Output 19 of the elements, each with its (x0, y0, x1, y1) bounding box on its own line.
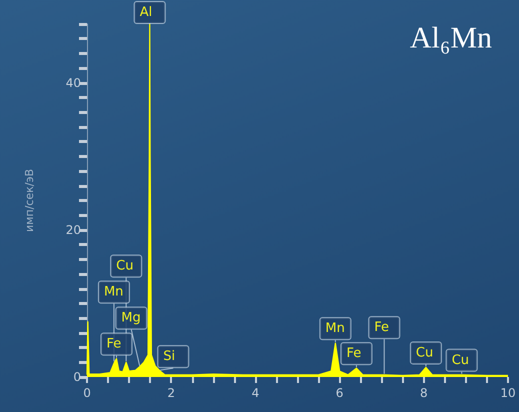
annotation: Mg (121, 310, 141, 326)
x-tick-label: 6 (336, 386, 344, 400)
x-tick-label: 4 (252, 386, 260, 400)
x-tick-label: 2 (167, 386, 176, 400)
annotation: Cu (416, 345, 434, 360)
annotation: Cu (116, 258, 134, 274)
x-tick-label: 10 (500, 386, 516, 400)
chart-title: Al₆Mn (410, 22, 492, 54)
x-tick-label: 0 (83, 386, 91, 400)
x-tick-label: 8 (420, 386, 428, 400)
annotation: Mn (325, 321, 345, 336)
y-axis-title: имп/сек/эВ (23, 168, 36, 232)
annotation: Cu (452, 352, 470, 368)
annotation: Fe (374, 320, 389, 336)
annotation: Fe (346, 346, 362, 362)
annotation: Si (163, 349, 176, 364)
annotation: Mn (104, 284, 124, 300)
annotation: Al (140, 5, 152, 20)
annotation: Fe (106, 336, 122, 352)
